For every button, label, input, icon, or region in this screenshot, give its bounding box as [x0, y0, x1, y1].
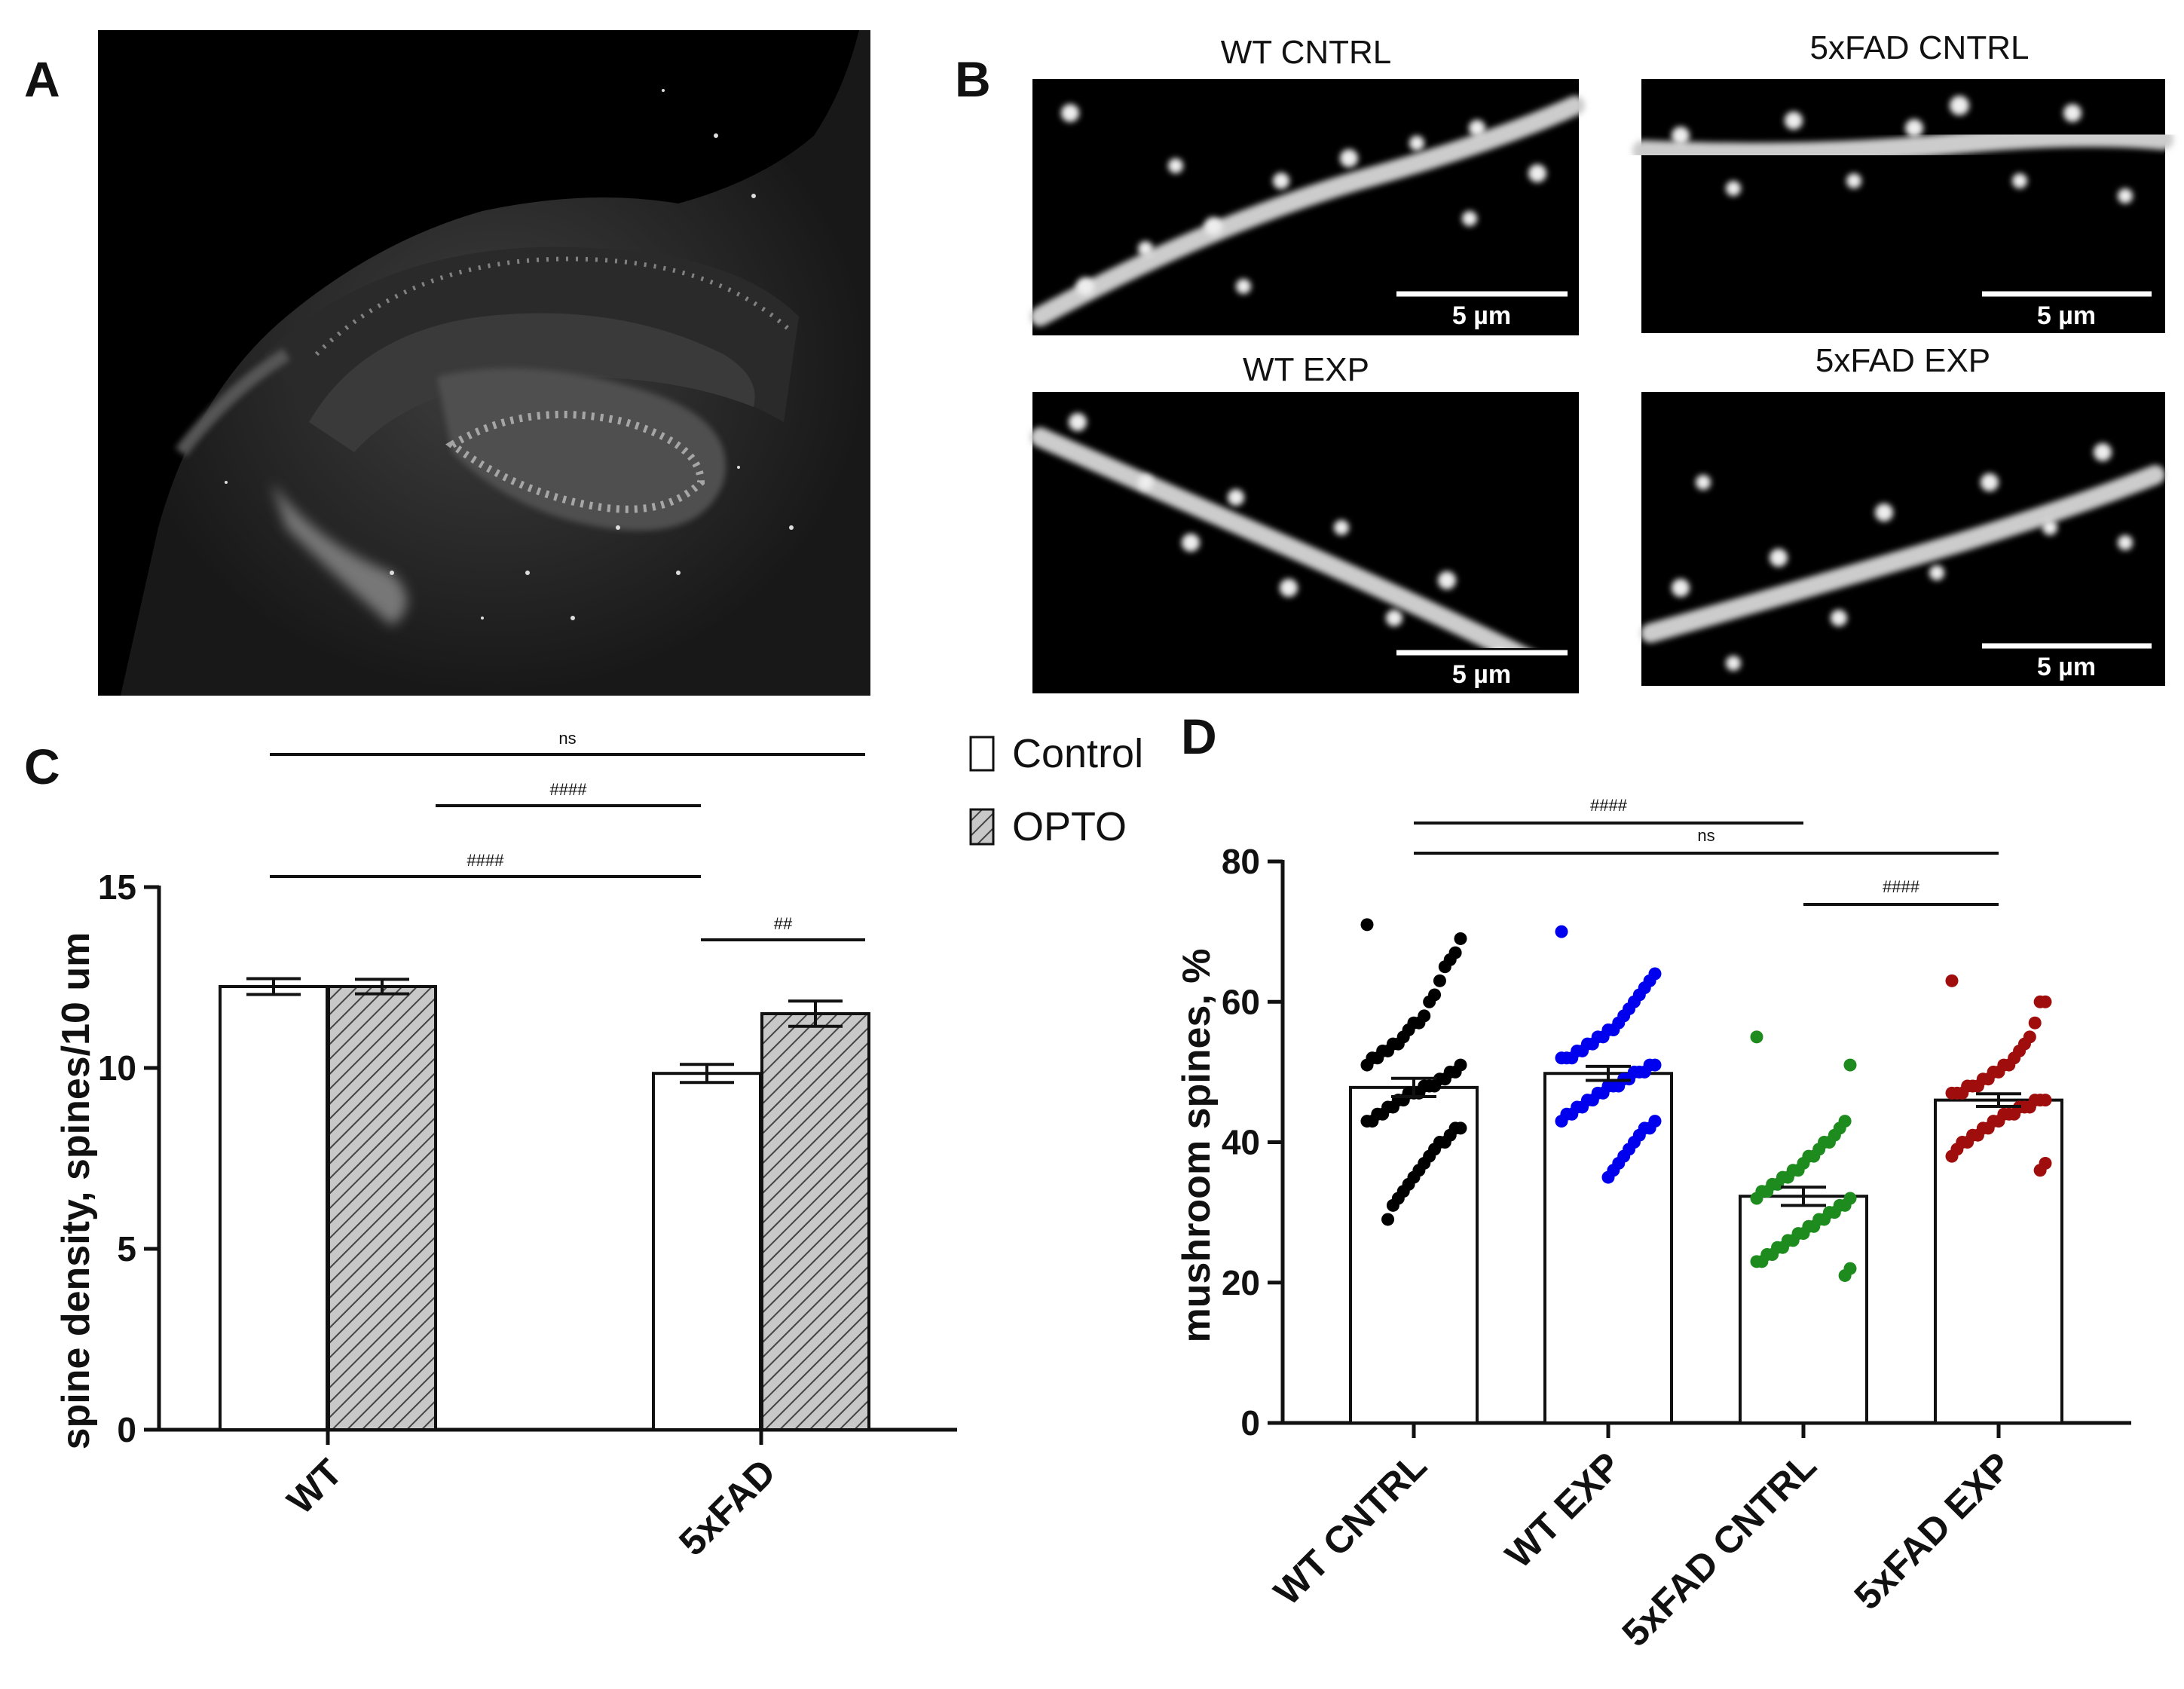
data-point	[1750, 1030, 1763, 1044]
data-point	[1386, 1198, 1399, 1212]
panel-letter-d: D	[1181, 708, 1217, 764]
micrograph-5xfad-exp: 5xFAD EXP 5 µm	[1641, 342, 2165, 686]
significance-label: ####	[467, 851, 505, 870]
axis-title-group-d: mushroom spines, %	[1175, 949, 1219, 1343]
data-point	[1555, 925, 1568, 938]
y-tick-label: 0	[117, 1410, 136, 1449]
scale-bar-label: 5 µm	[2037, 653, 2096, 681]
data-point	[1838, 1268, 1852, 1282]
micrograph-title: WT CNTRL	[1221, 34, 1392, 71]
data-point	[1750, 1192, 1763, 1205]
significance-label: ####	[550, 780, 588, 799]
data-point	[1360, 1058, 1374, 1072]
data-point	[1945, 1086, 1959, 1100]
legend-label-control: Control	[1012, 731, 1143, 776]
axis-title-group-c: spine density, spines/10 um	[54, 932, 98, 1450]
micrograph-5xfad-cntrl: 5xFAD CNTRL 5 µm	[1632, 29, 2173, 333]
panel-letter-a: A	[24, 51, 60, 107]
data-point	[1555, 1051, 1568, 1065]
micrograph-wt-cntrl: WT CNTRL 5 µm	[1030, 34, 1585, 335]
bar-opto	[760, 1012, 870, 1431]
bar-opto	[327, 985, 437, 1431]
micrograph-title: 5xFAD EXP	[1815, 342, 1990, 379]
data-point	[1843, 1058, 1857, 1072]
panel-d: D mushroom spines, % 0 20 40 60 80 WT CNTRL WT…	[1175, 708, 2131, 1654]
panel-letter-c: C	[24, 739, 60, 794]
micrograph-title: 5xFAD CNTRL	[1810, 29, 2030, 66]
data-point	[1601, 1170, 1615, 1184]
significance-label: ####	[1590, 796, 1628, 815]
y-tick-label: 10	[98, 1048, 136, 1088]
significance-label: ns	[558, 729, 576, 748]
panel-b: B WT CNTRL 5 µm 5xFAD CNTRL	[955, 29, 2173, 693]
legend: Control OPTO	[969, 731, 1143, 849]
bar	[1349, 1085, 1479, 1425]
y-tick-label: 15	[98, 867, 136, 907]
x-tick-label: WT CNTRL	[1266, 1444, 1435, 1613]
significance-label: ##	[774, 914, 793, 933]
legend-label-opto: OPTO	[1012, 804, 1127, 849]
data-point	[2033, 1164, 2047, 1177]
y-axis-title: mushroom spines, %	[1175, 949, 1219, 1343]
significance-label: ####	[1883, 877, 1920, 896]
data-point	[1454, 932, 1467, 945]
scale-bar-label: 5 µm	[1452, 660, 1511, 689]
data-point	[1381, 1213, 1395, 1226]
data-point	[1360, 1115, 1374, 1128]
x-tick-label: WT EXP	[1497, 1444, 1629, 1576]
y-tick-label: 80	[1222, 842, 1260, 881]
data-point	[2028, 1016, 2042, 1030]
data-point	[1945, 974, 1959, 987]
data-point	[1423, 995, 1436, 1008]
y-tick-label: 0	[1240, 1403, 1260, 1443]
scale-bar-label: 5 µm	[1452, 301, 1511, 330]
y-axis-title: spine density, spines/10 um	[54, 932, 98, 1450]
data-point	[1945, 1149, 1959, 1163]
data-point	[1438, 960, 1451, 974]
data-point	[1750, 1255, 1763, 1268]
x-tick-label: 5xFAD CNTRL	[1614, 1444, 1825, 1654]
panel-c: C spine density, spines/10 um 0 5 10 15 WT 5x…	[24, 729, 957, 1564]
data-point	[2033, 995, 2047, 1008]
data-point	[1360, 918, 1374, 932]
micrograph-wt-exp: WT EXP 5 µm	[1030, 351, 1579, 693]
y-tick-label: 5	[117, 1229, 136, 1268]
y-tick-label: 20	[1222, 1263, 1260, 1302]
x-tick-label: WT	[279, 1451, 350, 1522]
panel-a: A	[24, 30, 870, 696]
legend-swatch-opto	[969, 808, 995, 846]
scale-bar-label: 5 µm	[2037, 301, 2096, 330]
x-tick-label: 5xFAD	[671, 1451, 784, 1564]
brain-section-image	[98, 30, 870, 696]
bar-control	[652, 1072, 762, 1431]
micrograph-title: WT EXP	[1243, 351, 1369, 388]
bar-control	[219, 985, 329, 1431]
significance-label: ns	[1697, 826, 1714, 845]
panel-letter-b: B	[955, 51, 991, 107]
y-tick-label: 60	[1222, 982, 1260, 1021]
legend-swatch-control	[969, 736, 995, 772]
x-tick-label: 5xFAD EXP	[1846, 1444, 2020, 1617]
y-tick-label: 40	[1222, 1123, 1260, 1162]
data-point	[1555, 1115, 1568, 1128]
data-point	[1433, 974, 1446, 987]
